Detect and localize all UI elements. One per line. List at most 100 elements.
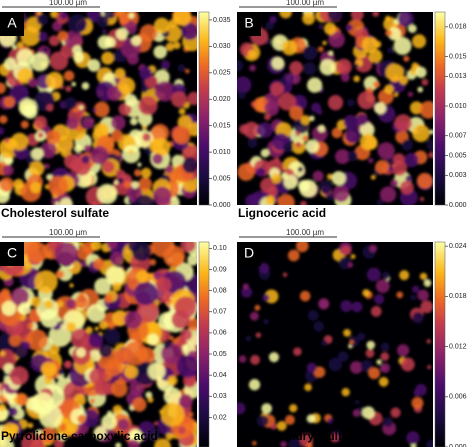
heatmap-blob — [187, 254, 197, 266]
panel: 100.00 µm C 0.10 0.09 0.08 0.07 0.06 0.05 0.04 0.… — [0, 228, 227, 447]
heatmap-blob — [370, 174, 376, 180]
heatmap-blob — [300, 200, 307, 205]
heatmap-blob — [403, 55, 410, 62]
heatmap-blob — [72, 45, 83, 56]
heatmap-blob — [257, 122, 273, 138]
heatmap-blob — [34, 270, 58, 294]
heatmap-blob — [160, 402, 185, 427]
heatmap-blob — [426, 139, 433, 151]
heatmap-blob — [352, 409, 361, 417]
heatmap-blob — [265, 21, 275, 30]
heatmap-blob — [63, 360, 72, 369]
heatmap-blob — [280, 441, 287, 447]
heatmap-blob — [247, 49, 256, 58]
colorbar-tick-label: 0.010 — [449, 103, 467, 110]
heatmap-blob — [387, 165, 394, 172]
heatmap-blob — [45, 71, 64, 90]
heatmap-blob — [415, 66, 427, 78]
heatmap-blob — [289, 105, 304, 121]
heatmap-blob — [65, 85, 72, 92]
heatmap-blob — [419, 101, 433, 119]
heatmap-blob — [178, 394, 193, 409]
heatmap-blob — [384, 84, 394, 95]
heatmap-blob — [134, 194, 155, 205]
heatmap-blob — [374, 294, 385, 305]
heatmap-blob — [411, 285, 420, 294]
heatmap-blob — [283, 174, 298, 190]
heatmap-blob — [16, 48, 34, 67]
heatmap-blob — [55, 270, 65, 279]
colorbar — [434, 11, 446, 206]
heatmap-blob — [353, 75, 360, 83]
heatmap-blob — [323, 22, 337, 35]
heatmap-blob — [407, 24, 417, 33]
heatmap-blob — [309, 115, 315, 122]
heatmap-blob — [303, 62, 317, 75]
heatmap-blob — [129, 149, 134, 154]
heatmap-blob — [380, 352, 390, 361]
heatmap-blob — [401, 139, 413, 151]
heatmap-blob — [9, 366, 29, 386]
colorbar-tick-label: 0.024 — [449, 243, 467, 250]
heatmap-blob — [377, 142, 395, 160]
heatmap-blob — [271, 173, 282, 184]
heatmap-blob — [102, 160, 115, 174]
heatmap-blob — [101, 51, 115, 65]
heatmap-blob — [241, 286, 253, 298]
heatmap-blob — [332, 185, 350, 203]
colorbar-tick-label: 0.018 — [449, 24, 467, 31]
heatmap-blob — [153, 45, 167, 59]
heatmap-blob — [317, 46, 324, 52]
heatmap-blob — [289, 61, 303, 75]
heatmap-blob — [340, 64, 348, 72]
heatmap-blob — [299, 179, 318, 198]
heatmap-blob — [113, 12, 121, 18]
heatmap-blob — [412, 124, 430, 143]
heatmap-blob — [417, 289, 429, 301]
heatmap-blob — [67, 14, 87, 34]
heatmap-blob — [313, 321, 324, 332]
heatmap-blob — [64, 29, 83, 49]
heatmap-blob — [177, 64, 186, 72]
heatmap-blob — [69, 283, 74, 288]
heatmap-blob — [37, 132, 44, 138]
heatmap-blob — [390, 407, 401, 418]
heatmap-blob — [147, 333, 159, 346]
heatmap-blob — [254, 304, 261, 311]
colorbar-tick-label: 0.02 — [213, 414, 227, 421]
heatmap-blob — [360, 360, 373, 373]
heatmap-blob — [124, 93, 138, 107]
heatmap-blob — [380, 186, 397, 203]
heatmap-image — [0, 12, 197, 205]
heatmap-blob — [118, 77, 136, 95]
colorbar-tick-label: 0.012 — [449, 343, 467, 350]
heatmap-blob — [335, 149, 350, 165]
panel-letter: D — [244, 245, 254, 261]
heatmap-blob — [163, 341, 171, 349]
heatmap-blob — [306, 442, 313, 447]
colorbar-tick-label: 0.030 — [213, 43, 231, 50]
colorbar-tick-label: 0.035 — [213, 17, 231, 24]
heatmap-blob — [271, 56, 285, 70]
heatmap-blob — [81, 409, 100, 428]
heatmap-blob — [417, 86, 424, 93]
heatmap-blob — [187, 318, 197, 331]
heatmap-blob — [283, 142, 294, 153]
heatmap-blob — [267, 186, 278, 197]
heatmap-blob — [382, 271, 391, 280]
heatmap-blob — [349, 361, 363, 374]
heatmap-blob — [0, 115, 8, 124]
heatmap-blob — [149, 258, 157, 266]
heatmap-blob — [295, 131, 301, 137]
heatmap-blob — [250, 354, 261, 365]
heatmap-blob — [27, 422, 34, 429]
heatmap-blob — [372, 12, 379, 17]
heatmap-blob — [128, 428, 142, 442]
letter-box — [237, 12, 261, 36]
heatmap-blob — [64, 96, 78, 110]
heatmap-blob — [30, 181, 42, 194]
heatmap-blob — [104, 328, 121, 345]
heatmap-blob — [81, 155, 91, 164]
heatmap-blob — [307, 310, 319, 321]
